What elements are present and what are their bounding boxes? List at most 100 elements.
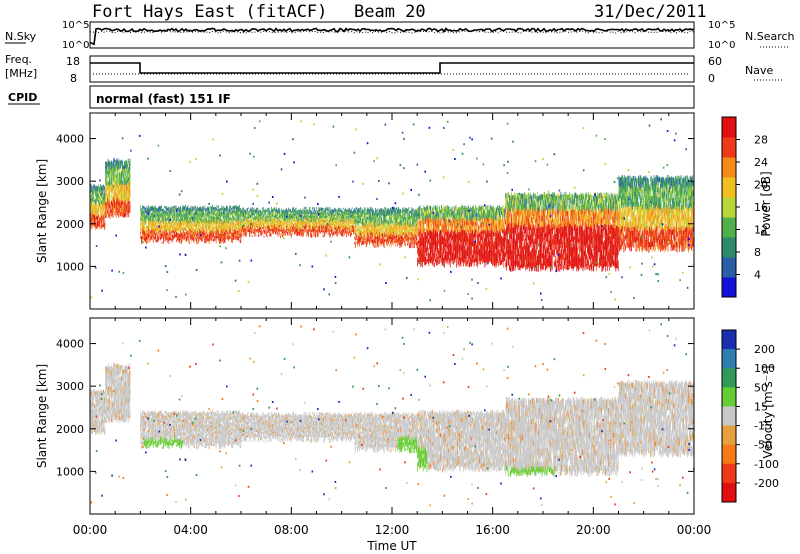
range-time-cell — [203, 218, 204, 220]
range-time-cell — [188, 236, 189, 239]
range-time-cell — [145, 212, 146, 215]
range-time-cell — [191, 214, 192, 216]
range-time-cell — [216, 231, 217, 234]
range-time-cell — [181, 213, 182, 216]
range-time-cell — [116, 163, 117, 167]
range-time-cell — [101, 216, 102, 219]
range-time-cell — [107, 167, 108, 171]
range-time-cell — [113, 178, 114, 182]
range-time-cell — [155, 205, 156, 207]
range-time-cell — [98, 193, 99, 196]
range-time-cell — [154, 207, 155, 209]
range-time-cell — [196, 216, 197, 219]
range-time-cell — [130, 182, 131, 186]
range-time-cell — [143, 214, 144, 216]
range-time-cell — [211, 207, 212, 209]
range-time-cell — [110, 198, 111, 202]
range-time-cell — [125, 176, 126, 180]
range-time-cell — [182, 232, 183, 235]
noise-panel: N.Sky 10^5 10^0 10^5 10^0 N.Search — [5, 20, 795, 51]
range-time-cell — [174, 213, 175, 215]
range-time-cell — [181, 238, 182, 241]
range-time-cell — [121, 192, 122, 196]
range-time-cell — [91, 196, 92, 199]
freq-line — [90, 63, 694, 73]
range-time-cell — [106, 214, 107, 218]
range-time-cell — [149, 215, 150, 218]
range-time-cell — [155, 210, 156, 213]
range-time-cell — [160, 206, 161, 208]
nave-label: Nave — [745, 64, 773, 77]
range-time-cell — [91, 213, 92, 216]
range-time-cell — [99, 202, 100, 205]
range-time-cell — [210, 209, 211, 211]
nave-tick-bottom: 0 — [708, 72, 715, 85]
range-time-cell — [212, 205, 213, 207]
range-time-cell — [186, 222, 187, 225]
range-time-cell — [108, 173, 109, 177]
range-time-cell — [170, 233, 171, 235]
range-time-cell — [125, 164, 126, 168]
range-time-cell — [121, 184, 122, 188]
range-time-cell — [94, 197, 95, 200]
range-time-cell — [155, 240, 156, 243]
range-time-cell — [166, 230, 167, 232]
cpid-value: normal (fast) 151 IF — [96, 92, 231, 106]
range-time-cell — [158, 212, 159, 214]
range-time-cell — [123, 194, 124, 198]
range-time-cell — [116, 178, 117, 182]
range-time-cell — [130, 158, 131, 162]
range-time-cell — [211, 238, 212, 240]
range-time-cell — [116, 166, 117, 170]
range-time-cell — [205, 206, 206, 208]
range-time-cell — [192, 233, 193, 235]
range-time-cell — [119, 187, 120, 191]
noise-tick-left-top: 10^5 — [62, 20, 89, 31]
range-time-cell — [203, 213, 204, 215]
range-time-cell — [172, 237, 173, 239]
range-time-cell — [188, 238, 189, 241]
range-time-cell — [113, 165, 114, 169]
range-time-cell — [127, 203, 128, 207]
range-time-cell — [113, 161, 114, 165]
range-time-cell — [121, 161, 122, 165]
range-time-cell — [164, 211, 165, 213]
range-time-cell — [194, 238, 195, 241]
range-time-cell — [199, 217, 200, 220]
range-time-cell — [140, 218, 141, 220]
range-time-cell — [186, 227, 187, 230]
range-time-cell — [140, 237, 141, 239]
range-time-cell — [162, 214, 163, 217]
range-time-cell — [210, 233, 211, 235]
range-time-cell — [95, 224, 96, 227]
range-time-cell — [210, 225, 211, 227]
range-time-cell — [201, 219, 202, 221]
range-time-cell — [190, 232, 191, 235]
range-time-cell — [194, 206, 195, 208]
range-time-cell — [207, 239, 208, 241]
range-time-cell — [130, 193, 131, 197]
range-time-cell — [210, 216, 211, 218]
range-time-cell — [210, 226, 211, 228]
range-time-cell — [143, 235, 144, 237]
range-time-cell — [192, 221, 193, 223]
range-time-cell — [162, 234, 163, 237]
range-time-cell — [181, 226, 182, 229]
range-time-cell — [169, 227, 170, 230]
range-time-cell — [145, 232, 146, 235]
range-time-cell — [151, 227, 152, 229]
range-time-cell — [101, 185, 102, 188]
range-time-cell — [174, 205, 175, 207]
range-time-cell — [184, 223, 185, 225]
range-time-cell — [162, 209, 163, 212]
range-time-cell — [143, 218, 144, 220]
range-time-cell — [192, 238, 193, 240]
range-time-cell — [91, 219, 92, 222]
range-time-cell — [201, 237, 202, 240]
range-time-cell — [151, 232, 152, 234]
range-time-cell — [176, 205, 177, 207]
range-time-cell — [216, 216, 217, 219]
range-time-cell — [161, 232, 162, 234]
range-time-cell — [211, 224, 212, 226]
range-time-cell — [113, 190, 114, 194]
